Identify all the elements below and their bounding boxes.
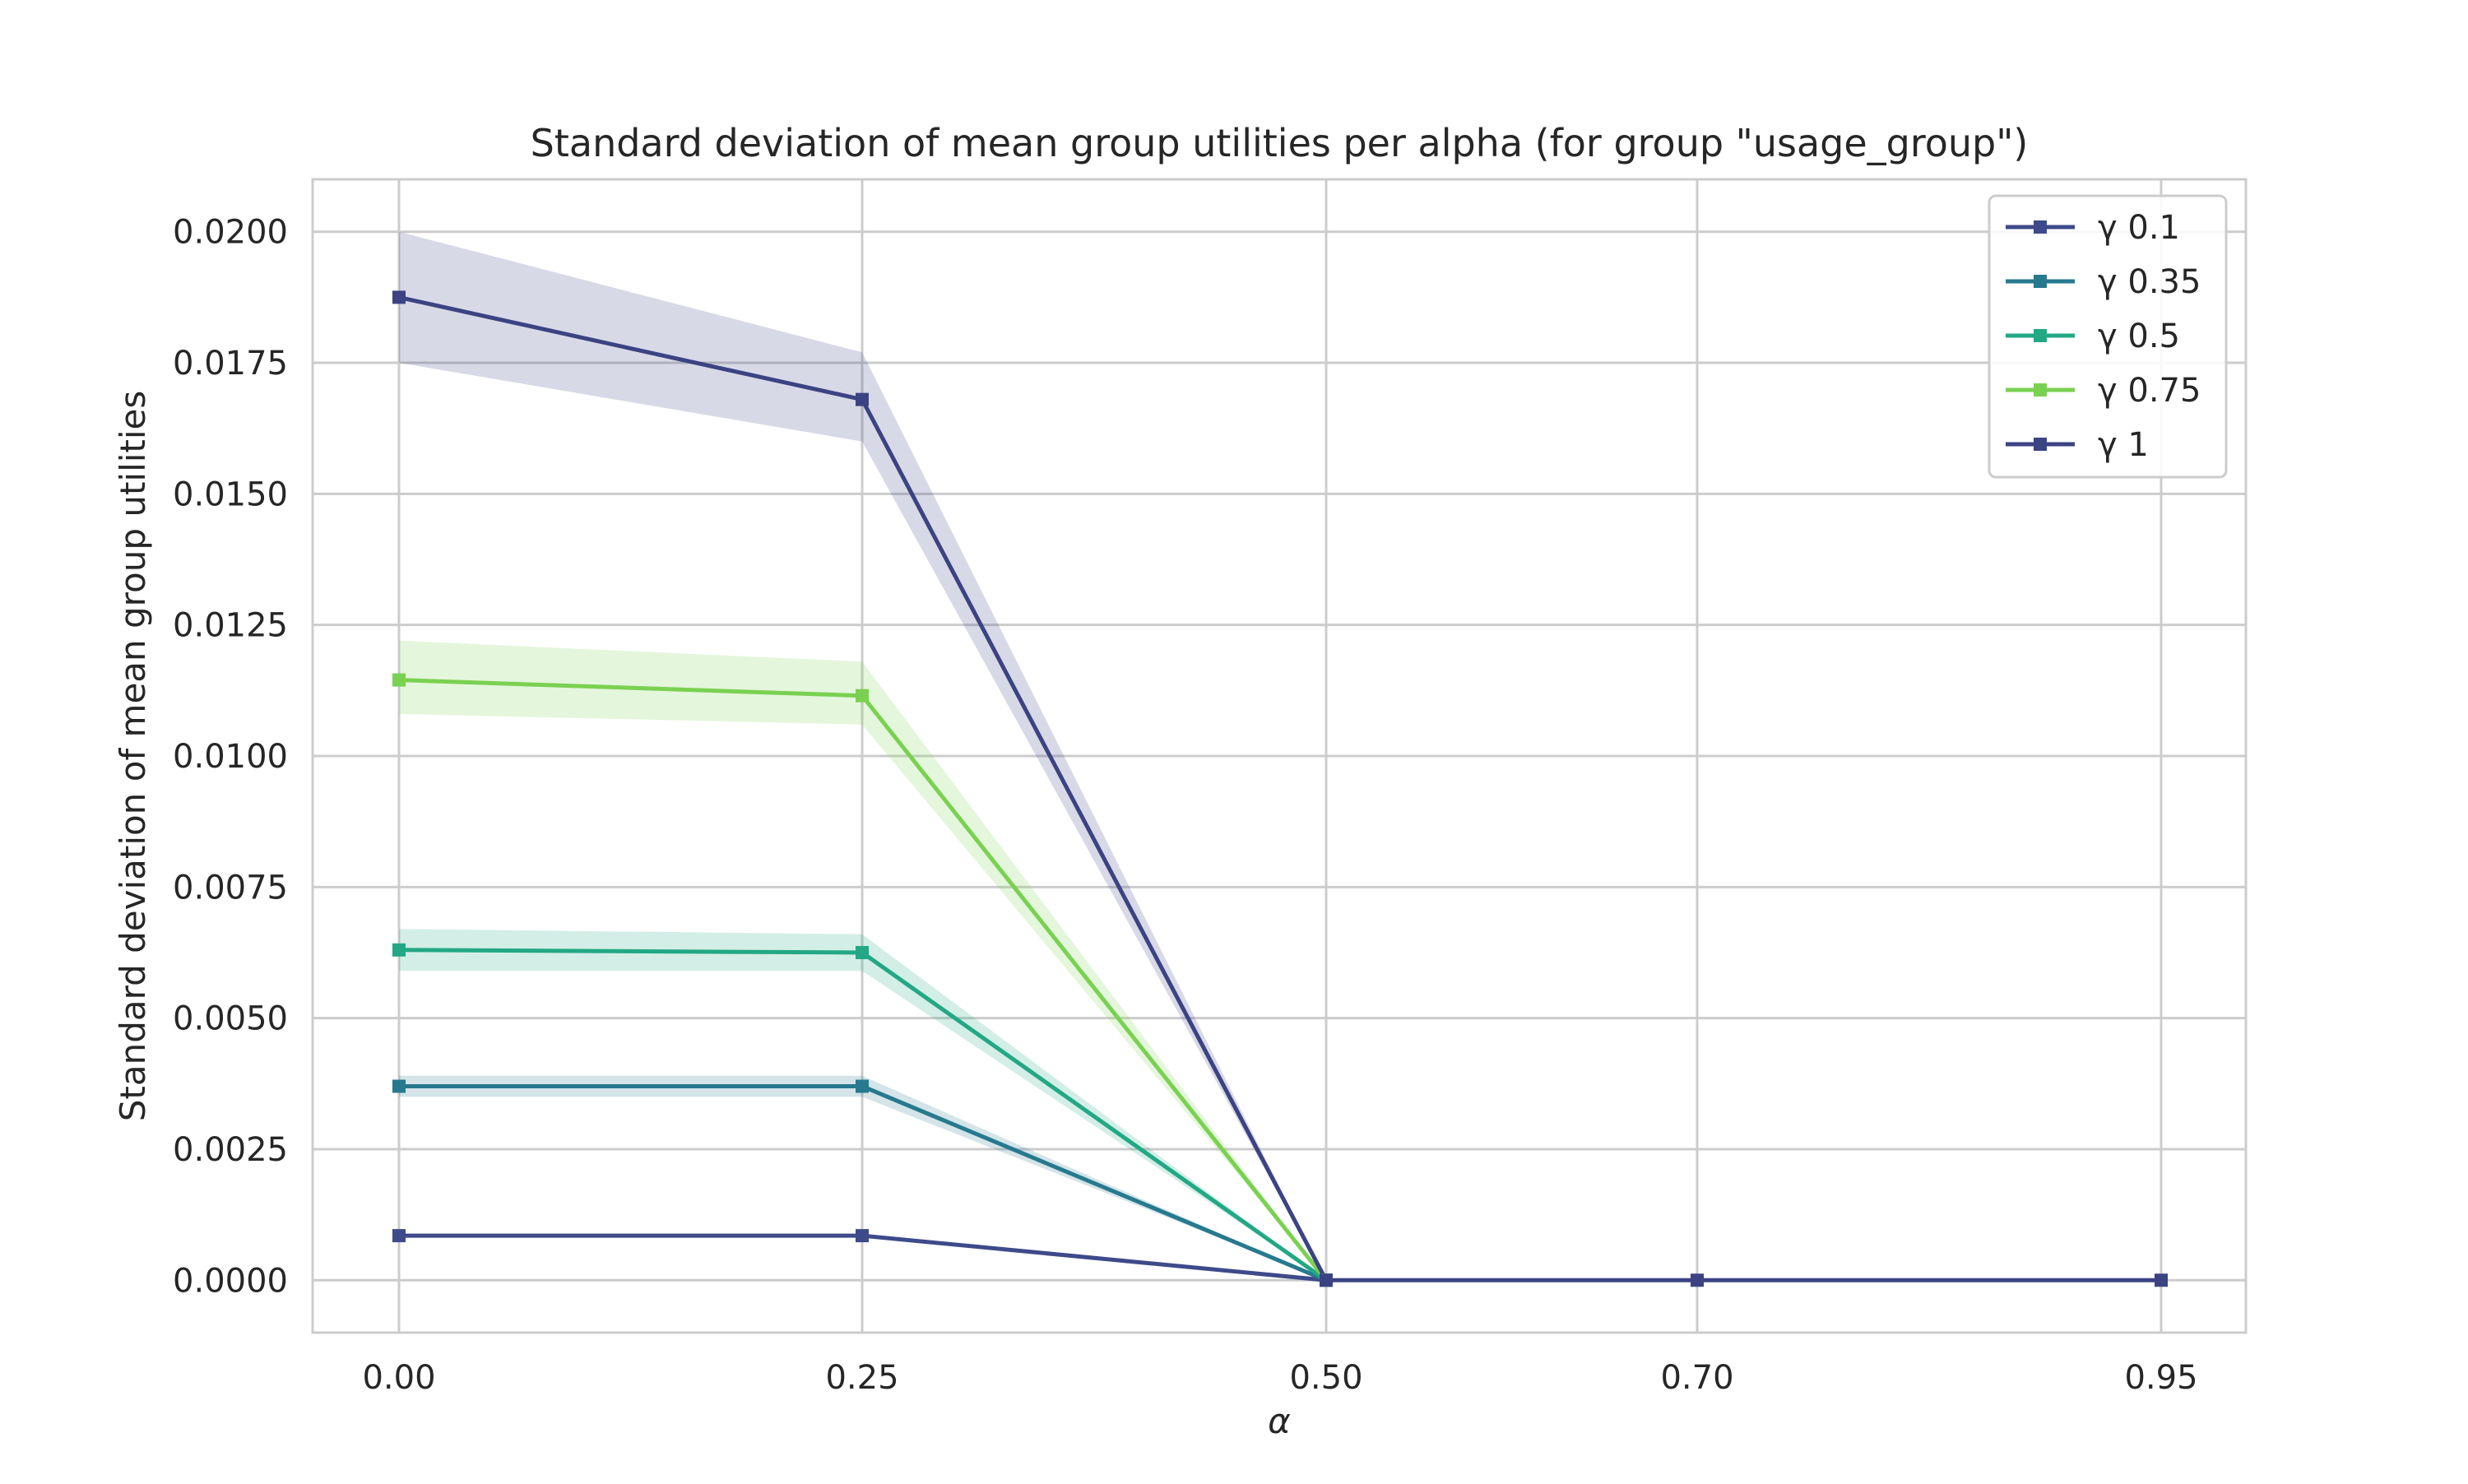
- data-point: [2155, 1273, 2168, 1287]
- data-point: [856, 689, 869, 703]
- confidence-band: [399, 1075, 1326, 1281]
- x-tick-label: 0.50: [1289, 1359, 1362, 1397]
- series-lines: [398, 294, 2161, 1282]
- data-point: [392, 943, 406, 957]
- y-tick-label: 0.0125: [173, 607, 288, 645]
- data-point: [1320, 1273, 1333, 1287]
- legend-swatch-marker: [2034, 329, 2047, 342]
- data-point: [392, 1079, 406, 1093]
- plot-frame: [311, 178, 2248, 1334]
- chart-title: Standard deviation of mean group utiliti…: [531, 121, 2029, 165]
- legend-swatch-marker: [2034, 275, 2047, 288]
- legend-swatch-marker: [2034, 383, 2047, 397]
- x-ticks: 0.00 0.25 0.50 0.70 0.95: [362, 1359, 2197, 1397]
- data-point: [392, 290, 406, 304]
- series-line: [398, 294, 2161, 1282]
- confidence-band: [399, 929, 1326, 1281]
- y-tick-label: 0.0150: [173, 475, 288, 513]
- legend-label: γ 0.35: [2098, 263, 2201, 301]
- y-tick-label: 0.0075: [173, 869, 288, 907]
- y-tick-label: 0.0050: [173, 1000, 288, 1038]
- data-point: [392, 1229, 406, 1243]
- data-point: [856, 1229, 869, 1243]
- grid: [313, 179, 2246, 1333]
- y-tick-label: 0.0025: [173, 1131, 288, 1169]
- x-tick-label: 0.25: [825, 1359, 898, 1397]
- legend-label: γ 0.1: [2098, 209, 2180, 247]
- data-point: [856, 392, 869, 406]
- legend-label: γ 0.5: [2098, 318, 2180, 355]
- legend-box: [1988, 194, 2228, 479]
- legend-label: γ 0.75: [2098, 372, 2201, 410]
- y-tick-label: 0.0100: [173, 738, 288, 776]
- legend: γ 0.1 γ 0.35 γ 0.5 γ 0.75 γ 1: [1988, 194, 2228, 479]
- series-markers: [392, 290, 2168, 1287]
- x-tick-label: 0.95: [2124, 1359, 2197, 1397]
- y-ticks: 0.0000 0.0025 0.0050 0.0075 0.0100 0.0125 0.01…: [173, 214, 288, 1301]
- y-tick-label: 0.0000: [173, 1262, 288, 1300]
- y-axis-label: Standard deviation of mean group utiliti…: [113, 391, 153, 1122]
- legend-swatch-marker: [2034, 220, 2047, 234]
- x-tick-label: 0.70: [1660, 1359, 1733, 1397]
- data-point: [1691, 1273, 1704, 1287]
- x-axis-label: α: [1268, 1401, 1291, 1441]
- legend-label: γ 1: [2098, 426, 2149, 464]
- confidence-band: [399, 640, 1326, 1281]
- y-tick-label: 0.0200: [173, 214, 288, 252]
- x-tick-label: 0.00: [362, 1359, 435, 1397]
- data-point: [392, 673, 406, 687]
- legend-swatch-marker: [2034, 438, 2047, 451]
- y-tick-label: 0.0175: [173, 345, 288, 383]
- data-point: [856, 945, 869, 959]
- data-point: [856, 1079, 869, 1093]
